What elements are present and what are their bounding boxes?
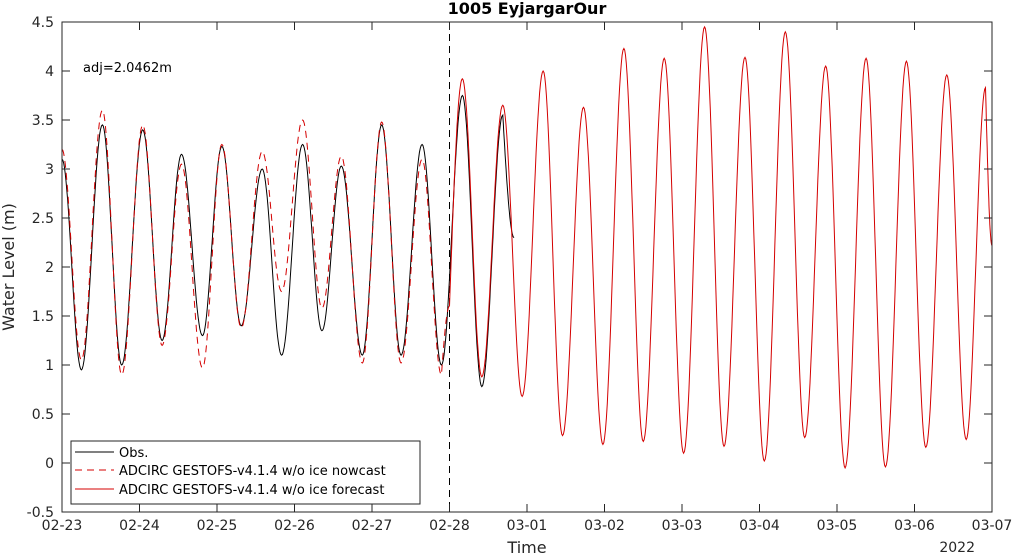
axis-ticks: 02-23 02-24 02-25 02-26 02-27 02-28 03-01 03-02… bbox=[27, 15, 1013, 534]
legend-box bbox=[70, 440, 421, 505]
x-axis-label: Time bbox=[506, 538, 546, 555]
chart-title: 1005 EyjargarOur bbox=[448, 0, 607, 18]
x-tick-label: 02-27 bbox=[352, 518, 393, 534]
x-tick-label: 03-04 bbox=[739, 518, 780, 534]
y-tick-label: 4 bbox=[45, 64, 54, 80]
y-axis-label: Water Level (m) bbox=[0, 203, 18, 331]
y-tick-label: 2.5 bbox=[32, 211, 54, 227]
y-tick-label: 4.5 bbox=[32, 15, 54, 31]
series-line-forecast bbox=[449, 25, 993, 470]
y-tick-label: 0 bbox=[45, 456, 54, 472]
legend-label-forecast: ADCIRC GESTOFS-v4.1.4 w/o ice forecast bbox=[119, 483, 384, 498]
x-tick-label: 03-02 bbox=[584, 518, 625, 534]
y-tick-label: 3 bbox=[45, 162, 54, 178]
x-tick-label: 03-05 bbox=[817, 518, 858, 534]
legend-label-obs: Obs. bbox=[119, 446, 148, 461]
legend: Obs. ADCIRC GESTOFS-v4.1.4 w/o ice nowca… bbox=[70, 440, 421, 505]
year-label: 2022 bbox=[939, 540, 975, 555]
series-line-nowcast bbox=[61, 109, 450, 376]
x-tick-label: 02-24 bbox=[119, 518, 160, 534]
y-tick-label: -0.5 bbox=[27, 505, 54, 521]
x-tick-label: 02-25 bbox=[197, 518, 238, 534]
x-tick-label: 03-07 bbox=[972, 518, 1013, 534]
plot-area bbox=[61, 22, 993, 512]
adjustment-annotation: adj=2.0462m bbox=[83, 61, 172, 76]
axes-frame bbox=[61, 21, 993, 513]
y-tick-label: 0.5 bbox=[32, 407, 54, 423]
y-tick-label: 3.5 bbox=[32, 113, 54, 129]
x-tick-label: 03-01 bbox=[507, 518, 548, 534]
legend-label-nowcast: ADCIRC GESTOFS-v4.1.4 w/o ice nowcast bbox=[119, 464, 386, 479]
x-tick-label: 03-03 bbox=[662, 518, 703, 534]
x-tick-label: 02-26 bbox=[274, 518, 315, 534]
x-tick-label: 03-06 bbox=[894, 518, 935, 534]
y-tick-label: 1 bbox=[45, 358, 54, 374]
x-tick-label: 02-23 bbox=[42, 518, 83, 534]
y-tick-label: 1.5 bbox=[32, 309, 54, 325]
series-line-obs bbox=[61, 94, 515, 388]
y-tick-label: 2 bbox=[45, 260, 54, 276]
x-tick-label: 02-28 bbox=[429, 518, 470, 534]
